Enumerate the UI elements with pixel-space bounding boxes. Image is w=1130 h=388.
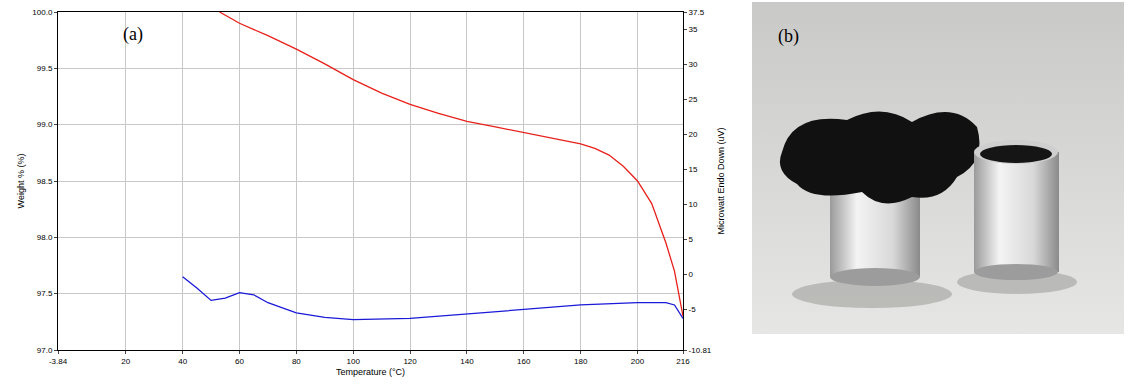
svg-text:15: 15 <box>689 165 698 174</box>
svg-text:-10.81: -10.81 <box>689 346 712 355</box>
svg-text:60: 60 <box>235 357 244 366</box>
svg-text:98.5: 98.5 <box>37 177 53 186</box>
svg-text:20: 20 <box>121 357 130 366</box>
svg-text:200: 200 <box>631 357 645 366</box>
svg-text:Temperature (°C): Temperature (°C) <box>336 367 405 377</box>
svg-text:5: 5 <box>689 235 694 244</box>
svg-text:99.5: 99.5 <box>37 64 53 73</box>
svg-text:40: 40 <box>178 357 187 366</box>
svg-text:25: 25 <box>689 95 698 104</box>
svg-text:0: 0 <box>689 270 694 279</box>
svg-text:37.5: 37.5 <box>689 8 705 17</box>
svg-text:Weight % (%): Weight % (%) <box>16 154 26 209</box>
svg-text:80: 80 <box>292 357 301 366</box>
svg-text:180: 180 <box>574 357 588 366</box>
svg-text:97.5: 97.5 <box>37 289 53 298</box>
svg-text:35: 35 <box>689 25 698 34</box>
svg-text:(a): (a) <box>123 24 143 45</box>
svg-text:100.0: 100.0 <box>32 8 53 17</box>
svg-text:30: 30 <box>689 60 698 69</box>
svg-text:20: 20 <box>689 130 698 139</box>
svg-text:-3.84: -3.84 <box>49 357 68 366</box>
svg-text:97.0: 97.0 <box>37 346 53 355</box>
svg-text:98.0: 98.0 <box>37 233 53 242</box>
svg-text:Microwatt Endo Down (uV): Microwatt Endo Down (uV) <box>716 127 726 234</box>
svg-text:160: 160 <box>517 357 531 366</box>
svg-text:216: 216 <box>676 357 690 366</box>
svg-text:-5: -5 <box>689 305 697 314</box>
svg-text:(b): (b) <box>778 26 799 47</box>
svg-text:99.0: 99.0 <box>37 120 53 129</box>
svg-text:120: 120 <box>403 357 417 366</box>
svg-text:100: 100 <box>347 357 361 366</box>
svg-text:140: 140 <box>460 357 474 366</box>
svg-text:10: 10 <box>689 200 698 209</box>
